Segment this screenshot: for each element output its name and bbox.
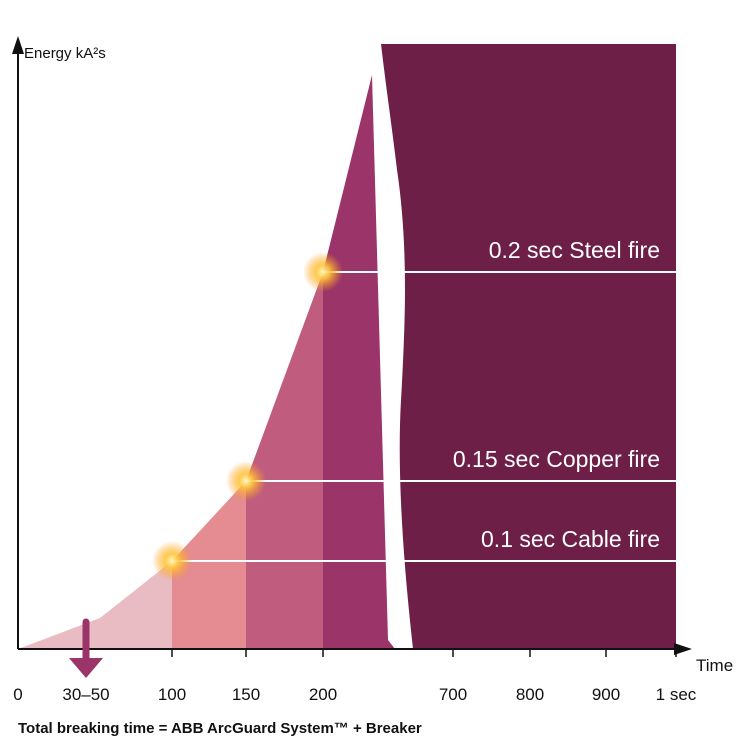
x-tick-label-5: 700 [439, 685, 467, 704]
footnote: Total breaking time = ABB ArcGuard Syste… [18, 720, 422, 737]
x-tick-label-4: 200 [309, 685, 337, 704]
highlight-down-arrow [69, 618, 103, 678]
x-tick-label-8: 1 sec [656, 685, 697, 704]
break-panel [376, 44, 676, 649]
fire-onset-glows [152, 252, 343, 581]
x-tick-label-7: 900 [592, 685, 620, 704]
y-axis-arrowhead [12, 36, 24, 54]
level-label-0: 0.1 sec Cable fire [481, 526, 660, 552]
x-tick-label-3: 150 [232, 685, 260, 704]
x-axis-arrowhead [674, 643, 692, 655]
x-tick-label-1: 30–50 [62, 685, 109, 704]
level-label-2: 0.2 sec Steel fire [489, 237, 660, 263]
y-axis-label: Energy kA²s [24, 45, 106, 62]
glow-marker-0 [152, 541, 192, 581]
energy-segment-2 [246, 75, 323, 649]
fire-level-lines: 0.1 sec Cable fire 0.15 sec Copper fire 0.… [172, 237, 676, 562]
x-tick-label-6: 800 [516, 685, 544, 704]
axis-break-edge [371, 43, 413, 650]
long-duration-panel [371, 43, 676, 650]
x-axis-ticks: 0 30–50 100 150 200 700 800 900 1 sec [13, 649, 697, 704]
level-label-1: 0.15 sec Copper fire [453, 446, 660, 472]
glow-marker-1 [226, 461, 266, 501]
x-tick-label-2: 100 [158, 685, 186, 704]
shaded-energy-segments [18, 75, 395, 649]
x-tick-label-0: 0 [13, 685, 22, 704]
glow-marker-2 [303, 252, 343, 292]
x-axis-label: Time [696, 656, 733, 675]
energy-segment-0 [18, 75, 172, 649]
